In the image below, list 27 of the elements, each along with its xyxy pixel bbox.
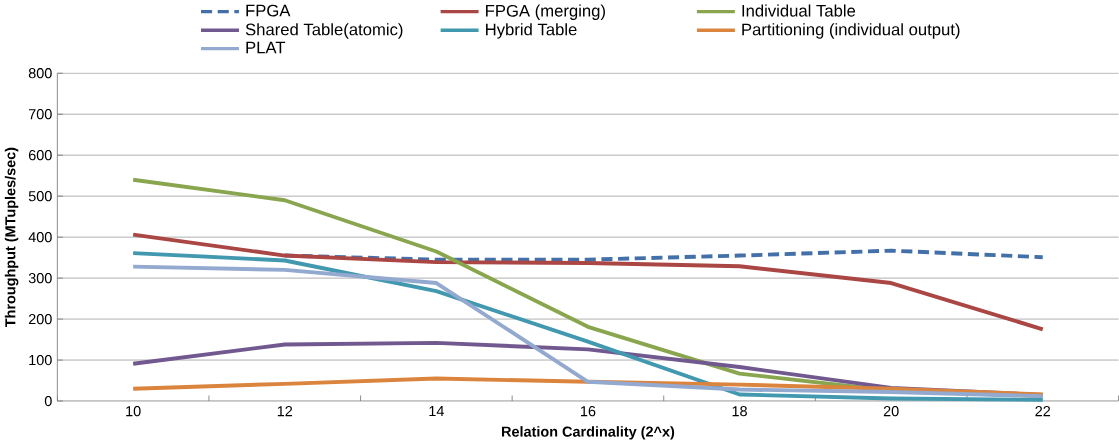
y-tick-label: 400 [28, 231, 52, 243]
x-axis-title: Relation Cardinality (2^x) [502, 425, 675, 440]
line-series [131, 232, 1045, 332]
x-tick-label: 20 [883, 405, 899, 417]
x-tick-label: 22 [1035, 405, 1051, 416]
x-tick-label: 18 [732, 405, 747, 417]
y-tick-label: 100 [29, 354, 52, 365]
legend-label: Individual Table [742, 4, 856, 17]
x-tick-label: 16 [581, 405, 596, 417]
x-tick-label: 12 [277, 405, 293, 416]
y-tick-label: 600 [28, 149, 52, 161]
y-tick-label: 800 [28, 67, 52, 79]
legend-label: FPGA (merging) [486, 4, 605, 20]
legend-label: Hybrid Table [486, 22, 577, 39]
legend-label: Shared Table(atomic) [245, 22, 403, 39]
x-tick-label: 10 [126, 405, 141, 417]
y-tick-label: 500 [28, 190, 52, 202]
y-tick-label: 200 [28, 313, 52, 324]
y-tick-label: 300 [28, 272, 52, 284]
x-tick-label: 14 [429, 405, 444, 416]
y-tick-label: 700 [28, 108, 52, 120]
y-axis-title: Throughput (MTuples/sec) [4, 147, 19, 327]
legend-label: FPGA [246, 4, 291, 17]
legend-label: Partitioning (individual output) [742, 22, 960, 39]
y-tick-label: 0 [44, 395, 52, 406]
line-series [131, 376, 1045, 397]
legend-label: PLAT [246, 41, 286, 54]
